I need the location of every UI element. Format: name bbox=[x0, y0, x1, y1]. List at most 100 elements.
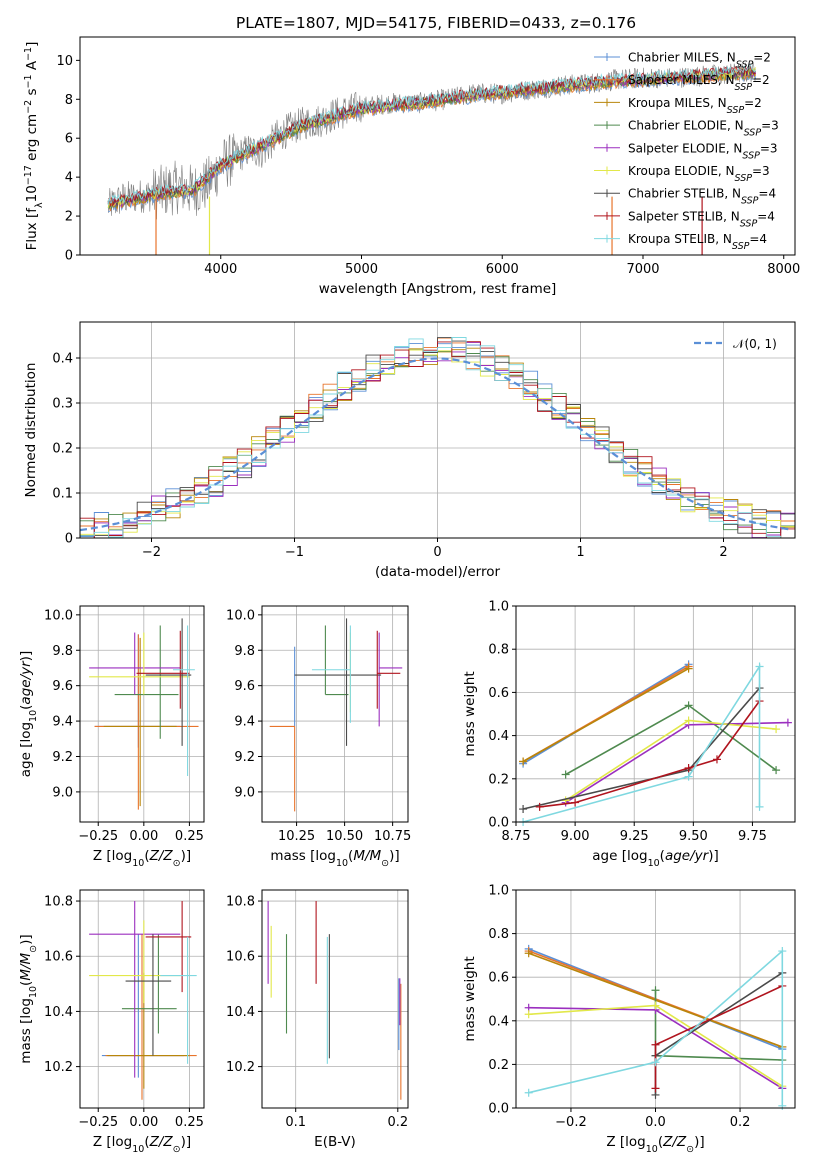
kroupa_elodie-marker bbox=[684, 716, 693, 725]
x-tick-label: 0.00 bbox=[129, 829, 158, 844]
kroupa_miles-marker bbox=[519, 757, 528, 766]
y-tick-label: 1.0 bbox=[488, 884, 509, 899]
y-axis-label: Flux [fλ10−17 erg cm−2 s−1 A−1] bbox=[23, 42, 45, 251]
x-tick-label: 9.25 bbox=[620, 829, 649, 844]
salpeter_stelib-marker bbox=[684, 764, 693, 772]
x-tick-label: 1 bbox=[576, 545, 584, 560]
y-tick-label: 9.0 bbox=[52, 785, 73, 800]
x-axis-label: E(B-V) bbox=[314, 1134, 356, 1150]
kroupa_miles-line bbox=[522, 667, 689, 763]
x-axis-label: Z [log10(Z/Z⊙)] bbox=[93, 1134, 191, 1155]
salpeter_stelib-marker bbox=[651, 1040, 660, 1049]
age_vs_mass-errorbars bbox=[269, 618, 403, 812]
plot-frame bbox=[261, 889, 409, 1109]
x-axis-label: mass [log10(M/M⊙)] bbox=[270, 848, 399, 869]
y-tick-label: 0.1 bbox=[52, 487, 73, 502]
mass_vs_Z-errorbars bbox=[89, 901, 197, 1100]
y-tick-label: 0.3 bbox=[52, 397, 73, 412]
x-tick-label: 0.25 bbox=[175, 829, 204, 844]
x-tick-label: 6000 bbox=[486, 262, 519, 277]
x-tick-label: 8.75 bbox=[502, 829, 531, 844]
y-tick-label: 9.6 bbox=[52, 679, 73, 694]
kroupa_elodie-marker bbox=[651, 1001, 660, 1010]
x-tick-label: 0.00 bbox=[129, 1115, 158, 1130]
kroupa_stelib-marker bbox=[778, 947, 787, 956]
salpeter_stelib-marker bbox=[651, 1084, 660, 1093]
salpeter_elodie-legend-label: Salpeter ELODIE, NSSP=3 bbox=[628, 141, 778, 161]
chabrier_elodie-legend-label: Chabrier ELODIE, NSSP=3 bbox=[628, 119, 779, 139]
y-tick-label: 10.4 bbox=[44, 1005, 73, 1020]
y-tick-label: 10.2 bbox=[226, 1060, 255, 1075]
kroupa_elodie-marker bbox=[524, 1010, 533, 1019]
y-axis-label: Normed distribution bbox=[23, 363, 39, 498]
x-tick-label: −0.2 bbox=[555, 1115, 587, 1130]
kroupa_stelib-line bbox=[522, 663, 761, 823]
kroupa_stelib-marker bbox=[524, 1088, 533, 1097]
chabrier_elodie-marker bbox=[651, 986, 660, 995]
plot-frame bbox=[79, 605, 205, 823]
kroupa_stelib-line bbox=[528, 949, 784, 1106]
age_vs_Z-frame: −0.25 0.00 0.25 9.0 9.2 9.4 9.6 9.8 10.0 bbox=[44, 605, 205, 844]
salpeter_stelib-histogram bbox=[80, 341, 795, 538]
x-tick-label: 8000 bbox=[767, 262, 800, 277]
chabrier_stelib-marker bbox=[519, 805, 528, 814]
y-tick-label: 9.0 bbox=[234, 785, 255, 800]
massweight_vs_age-frame: 8.75 9.00 9.25 9.50 9.75 0.0 0.2 0.4 0.6 0.8 1.0 bbox=[488, 600, 796, 844]
chabrier_miles-legend-label: Chabrier MILES, NSSP=2 bbox=[628, 51, 771, 71]
kroupa_stelib-marker bbox=[755, 802, 764, 811]
spectrum-lines bbox=[107, 61, 757, 255]
y-axis-label: mass [log10(M/M⊙)] bbox=[18, 934, 39, 1063]
y-tick-label: 0.0 bbox=[488, 816, 509, 831]
massweight_vs_Z-lines bbox=[524, 944, 787, 1110]
chabrier_elodie-marker bbox=[684, 701, 693, 710]
y-tick-label: 9.2 bbox=[52, 750, 73, 765]
mass_vs_ebv-errorbars bbox=[267, 901, 402, 1100]
kroupa_stelib-histogram bbox=[80, 337, 795, 538]
kroupa_stelib-legend-label: Kroupa STELIB, NSSP=4 bbox=[628, 232, 767, 252]
x-axis-label: age [log10(age/yr)] bbox=[592, 848, 718, 869]
salpeter_stelib-marker bbox=[535, 802, 544, 811]
y-tick-label: 0 bbox=[65, 249, 73, 264]
y-tick-label: 0.4 bbox=[52, 352, 73, 367]
y-tick-label: 0.6 bbox=[488, 686, 509, 701]
y-axis-label: mass weight bbox=[462, 671, 478, 756]
kroupa_miles-marker bbox=[524, 949, 533, 958]
x-tick-label: 0.1 bbox=[285, 1115, 306, 1130]
kroupa_elodie-marker bbox=[772, 725, 781, 734]
y-tick-label: 9.8 bbox=[234, 644, 255, 659]
x-tick-label: 10.50 bbox=[326, 829, 363, 844]
plot-frame bbox=[515, 605, 796, 823]
kroupa_miles-marker bbox=[684, 664, 693, 673]
y-tick-label: 0.2 bbox=[488, 1058, 509, 1073]
massweight_vs_age-lines bbox=[519, 660, 792, 826]
y-axis-label: mass weight bbox=[462, 956, 478, 1041]
kroupa_stelib-marker bbox=[684, 772, 693, 781]
salpeter_stelib-marker bbox=[571, 798, 580, 807]
y-tick-label: 0.2 bbox=[488, 772, 509, 787]
salpeter_miles-legend-label: Salpeter MILES, NSSP=2 bbox=[628, 73, 770, 93]
residuals-frame: −2 −1 0 1 2 0 0.1 0.2 0.3 0.4 bbox=[52, 321, 796, 560]
normal-curve bbox=[80, 357, 793, 532]
x-tick-label: 2 bbox=[719, 545, 727, 560]
x-tick-label: 0.0 bbox=[645, 1115, 666, 1130]
x-tick-label: 10.25 bbox=[278, 829, 315, 844]
y-tick-label: 9.8 bbox=[52, 644, 73, 659]
y-tick-label: 10.0 bbox=[226, 608, 255, 623]
y-tick-label: 0 bbox=[65, 532, 73, 547]
y-tick-label: 10.8 bbox=[226, 895, 255, 910]
x-axis-label: (data-model)/error bbox=[375, 564, 501, 580]
y-tick-label: 0.4 bbox=[488, 1014, 509, 1029]
y-tick-label: 9.6 bbox=[234, 679, 255, 694]
y-tick-label: 0.8 bbox=[488, 927, 509, 942]
y-axis-label: age [log10(age/yr)] bbox=[18, 651, 39, 777]
age_vs_mass-frame: 10.25 10.50 10.75 9.0 9.2 9.4 9.6 9.8 10.0 bbox=[226, 605, 411, 844]
x-axis-label: Z [log10(Z/Z⊙)] bbox=[606, 1134, 704, 1155]
y-tick-label: 2 bbox=[65, 210, 73, 225]
chabrier_elodie-marker bbox=[561, 770, 570, 779]
figure-title: PLATE=1807, MJD=54175, FIBERID=0433, z=0… bbox=[236, 14, 636, 32]
y-tick-label: 10.2 bbox=[44, 1060, 73, 1075]
x-tick-label: 4000 bbox=[204, 262, 237, 277]
x-tick-label: 0.2 bbox=[387, 1115, 408, 1130]
x-axis-label: Z [log10(Z/Z⊙)] bbox=[93, 848, 191, 869]
